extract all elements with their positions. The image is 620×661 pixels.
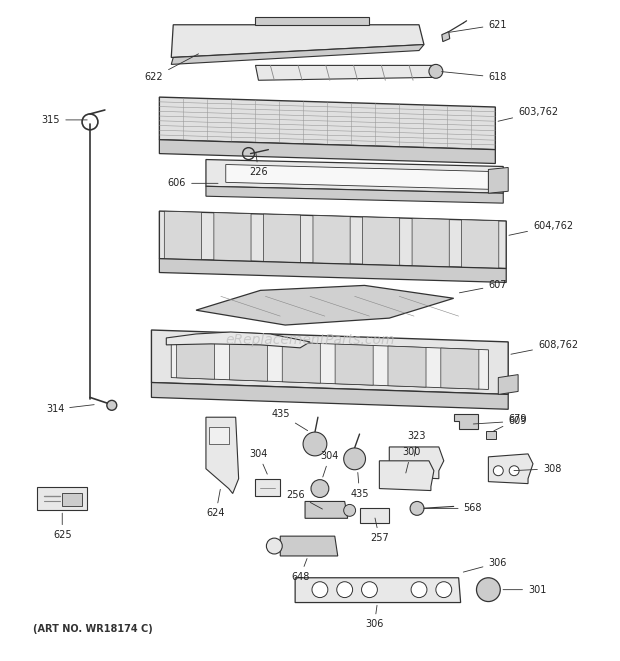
- Circle shape: [303, 432, 327, 456]
- Polygon shape: [177, 338, 215, 379]
- Polygon shape: [389, 447, 444, 479]
- Text: 608,762: 608,762: [511, 340, 578, 354]
- Circle shape: [477, 578, 500, 602]
- Text: 304: 304: [321, 451, 339, 477]
- Text: 606: 606: [168, 178, 218, 188]
- Polygon shape: [171, 338, 489, 389]
- Polygon shape: [37, 486, 87, 510]
- Circle shape: [410, 502, 424, 516]
- Text: 679: 679: [494, 414, 527, 431]
- Text: 609: 609: [473, 416, 526, 426]
- Polygon shape: [363, 217, 400, 266]
- Text: 435: 435: [350, 473, 369, 498]
- Polygon shape: [62, 492, 82, 506]
- Polygon shape: [388, 346, 426, 387]
- Circle shape: [107, 401, 117, 410]
- Polygon shape: [206, 417, 239, 494]
- Polygon shape: [498, 375, 518, 395]
- Polygon shape: [206, 186, 503, 203]
- Circle shape: [343, 448, 366, 470]
- Text: 622: 622: [144, 54, 198, 82]
- Polygon shape: [229, 340, 267, 381]
- Text: (ART NO. WR18174 C): (ART NO. WR18174 C): [32, 624, 153, 635]
- Text: 226: 226: [249, 153, 268, 177]
- Polygon shape: [487, 431, 497, 439]
- Text: 323: 323: [408, 431, 427, 456]
- Circle shape: [361, 582, 378, 598]
- Text: 621: 621: [450, 20, 507, 32]
- Polygon shape: [196, 286, 454, 325]
- Circle shape: [312, 582, 328, 598]
- Text: 304: 304: [249, 449, 268, 474]
- Text: 301: 301: [503, 585, 546, 595]
- Polygon shape: [151, 383, 508, 409]
- Circle shape: [429, 64, 443, 78]
- Text: 315: 315: [42, 115, 87, 125]
- Text: 568: 568: [423, 504, 482, 514]
- Text: 435: 435: [272, 409, 308, 430]
- Polygon shape: [264, 214, 301, 262]
- Polygon shape: [454, 414, 479, 429]
- Circle shape: [411, 582, 427, 598]
- Polygon shape: [151, 330, 508, 395]
- Text: 625: 625: [53, 513, 71, 540]
- Circle shape: [436, 582, 452, 598]
- Polygon shape: [159, 139, 495, 163]
- Text: 306: 306: [463, 558, 507, 572]
- Circle shape: [337, 582, 353, 598]
- Polygon shape: [255, 17, 370, 24]
- Text: 257: 257: [370, 518, 389, 543]
- Polygon shape: [159, 97, 495, 149]
- Polygon shape: [412, 218, 450, 267]
- Circle shape: [343, 504, 356, 516]
- Text: 300: 300: [402, 447, 420, 473]
- Polygon shape: [489, 454, 533, 484]
- Polygon shape: [305, 502, 348, 518]
- Text: 607: 607: [459, 280, 507, 293]
- Polygon shape: [379, 461, 434, 490]
- Text: 314: 314: [46, 405, 94, 414]
- Text: 256: 256: [286, 490, 322, 509]
- Text: 308: 308: [514, 464, 561, 474]
- Polygon shape: [209, 427, 229, 444]
- Polygon shape: [166, 332, 310, 348]
- Polygon shape: [164, 212, 202, 260]
- Circle shape: [494, 466, 503, 476]
- Polygon shape: [280, 536, 338, 556]
- Polygon shape: [442, 32, 450, 42]
- Polygon shape: [171, 24, 424, 58]
- Polygon shape: [441, 348, 479, 389]
- Polygon shape: [335, 344, 373, 385]
- Polygon shape: [295, 578, 461, 603]
- Polygon shape: [282, 342, 321, 383]
- Polygon shape: [489, 167, 508, 193]
- Circle shape: [509, 466, 519, 476]
- Text: 604,762: 604,762: [509, 221, 573, 235]
- Polygon shape: [171, 44, 424, 64]
- Polygon shape: [255, 479, 280, 496]
- Circle shape: [311, 480, 329, 498]
- Text: 603,762: 603,762: [498, 107, 558, 121]
- Polygon shape: [206, 159, 503, 193]
- Polygon shape: [159, 211, 506, 268]
- Polygon shape: [313, 215, 350, 264]
- Circle shape: [267, 538, 282, 554]
- Text: eReplacementParts.com: eReplacementParts.com: [225, 333, 395, 347]
- Polygon shape: [462, 219, 499, 268]
- Polygon shape: [360, 508, 389, 524]
- Polygon shape: [214, 213, 251, 261]
- Polygon shape: [159, 258, 506, 282]
- Polygon shape: [226, 165, 489, 189]
- Text: 618: 618: [441, 71, 507, 82]
- Polygon shape: [255, 65, 439, 80]
- Text: 306: 306: [365, 605, 384, 629]
- Text: 624: 624: [206, 489, 225, 518]
- Text: 648: 648: [291, 559, 309, 582]
